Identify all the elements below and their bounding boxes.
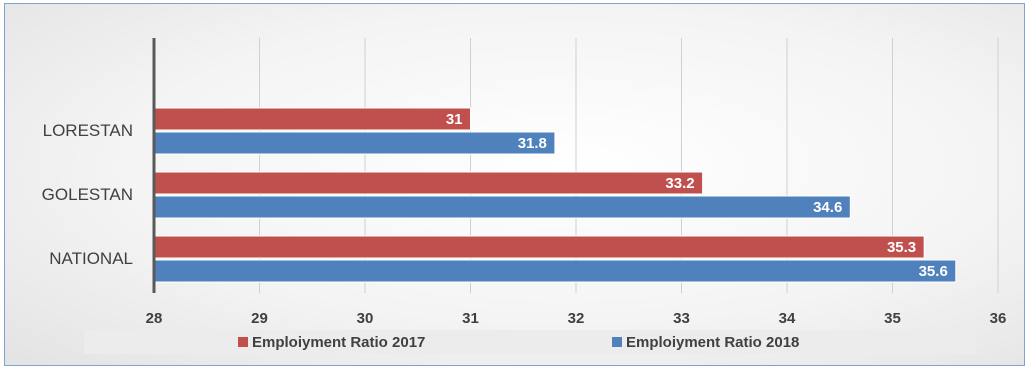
- category-labels: LORESTAN GOLESTAN NATIONAL: [42, 121, 133, 268]
- x-tick-label: 30: [357, 310, 374, 327]
- x-tick-label: 29: [251, 310, 268, 327]
- bar: [153, 107, 471, 131]
- data-label: 31.8: [518, 135, 547, 152]
- bar: [153, 235, 925, 259]
- bar: [153, 131, 556, 155]
- data-label: 34.6: [813, 199, 842, 216]
- category-label: GOLESTAN: [42, 185, 133, 204]
- legend-swatch: [612, 337, 622, 347]
- category-label: NATIONAL: [49, 249, 133, 268]
- legend-entry: Emploiyment Ratio 2018: [626, 334, 799, 351]
- bar: [153, 259, 957, 283]
- x-tick-label: 33: [673, 310, 690, 327]
- x-tick-label: 36: [990, 310, 1007, 327]
- data-label: 31: [446, 111, 463, 128]
- legend-swatch: [238, 337, 248, 347]
- bar: [153, 195, 851, 219]
- legend-entry: Emploiyment Ratio 2017: [252, 334, 425, 351]
- category-label: LORESTAN: [43, 121, 133, 140]
- bars: 31 31.8 33.2 34.6 35.335.6: [153, 107, 957, 283]
- legend: Emploiyment Ratio 2017 Emploiyment Ratio …: [84, 330, 976, 354]
- x-axis-tick-labels: 28 29 30 31 32 33 34 35 36: [146, 310, 1007, 327]
- bar: [153, 171, 704, 195]
- x-tick-label: 35: [884, 310, 901, 327]
- data-label: 35.6: [919, 263, 948, 280]
- legend-background: [84, 330, 976, 354]
- x-tick-label: 31: [462, 310, 479, 327]
- x-tick-label: 28: [146, 310, 163, 327]
- data-label: 33.2: [665, 175, 694, 192]
- x-tick-label: 34: [779, 310, 796, 327]
- data-label: 35.3: [887, 239, 916, 256]
- x-tick-label: 32: [568, 310, 585, 327]
